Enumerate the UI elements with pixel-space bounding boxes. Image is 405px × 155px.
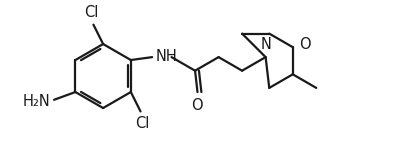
Text: NH: NH [156,49,177,64]
Text: O: O [191,98,202,113]
Text: Cl: Cl [84,5,98,20]
Text: O: O [299,37,310,52]
Text: H₂N: H₂N [22,94,50,109]
Text: Cl: Cl [135,116,149,131]
Text: N: N [260,37,271,52]
